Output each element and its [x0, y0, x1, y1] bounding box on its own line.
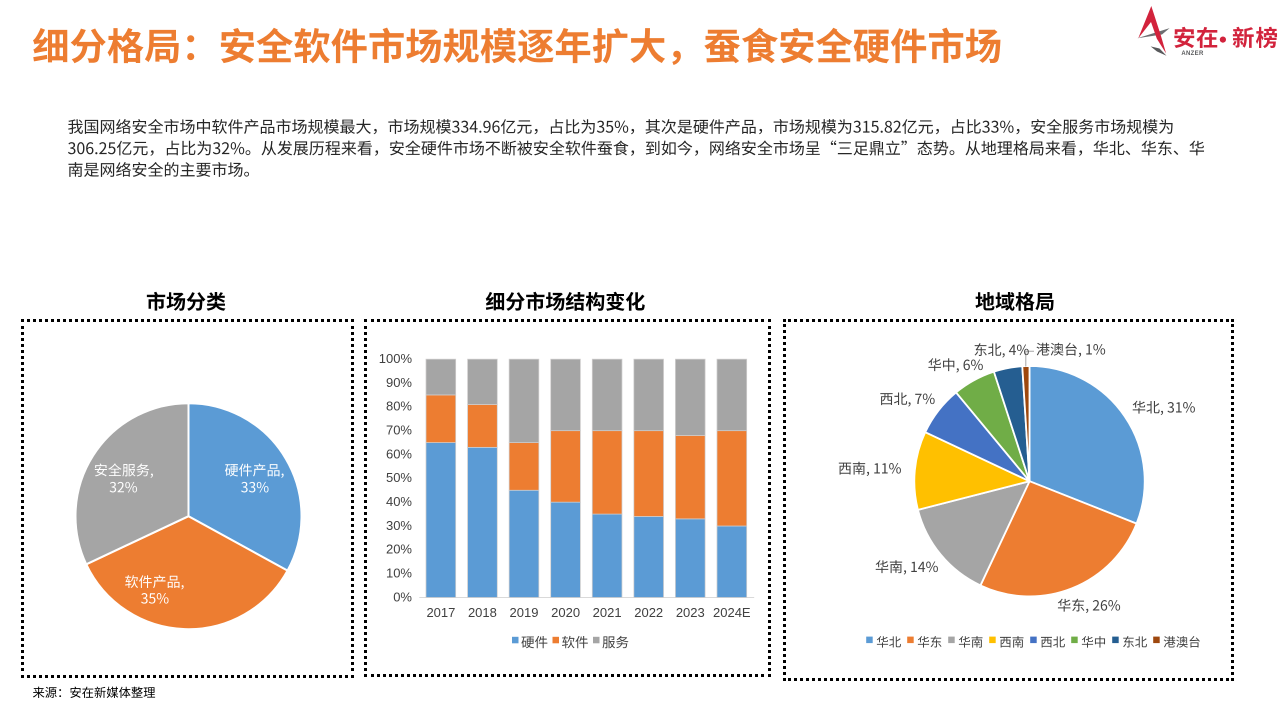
- svg-text:2023: 2023: [676, 605, 705, 620]
- svg-text:2017: 2017: [426, 605, 455, 620]
- svg-text:2020: 2020: [551, 605, 580, 620]
- svg-text:0%: 0%: [393, 589, 412, 604]
- svg-text:90%: 90%: [386, 375, 412, 390]
- svg-text:30%: 30%: [386, 518, 412, 533]
- svg-text:2019: 2019: [510, 605, 539, 620]
- svg-text:2022: 2022: [634, 605, 663, 620]
- svg-text:50%: 50%: [386, 470, 412, 485]
- svg-text:80%: 80%: [386, 399, 412, 414]
- svg-text:2024E: 2024E: [713, 605, 751, 620]
- svg-text:10%: 10%: [386, 566, 412, 581]
- svg-text:20%: 20%: [386, 542, 412, 557]
- svg-text:ANZER: ANZER: [1181, 51, 1204, 57]
- svg-text:2021: 2021: [593, 605, 622, 620]
- svg-text:2018: 2018: [468, 605, 497, 620]
- svg-text:40%: 40%: [386, 494, 412, 509]
- svg-text:70%: 70%: [386, 423, 412, 438]
- svg-text:60%: 60%: [386, 446, 412, 461]
- svg-text:100%: 100%: [379, 351, 413, 366]
